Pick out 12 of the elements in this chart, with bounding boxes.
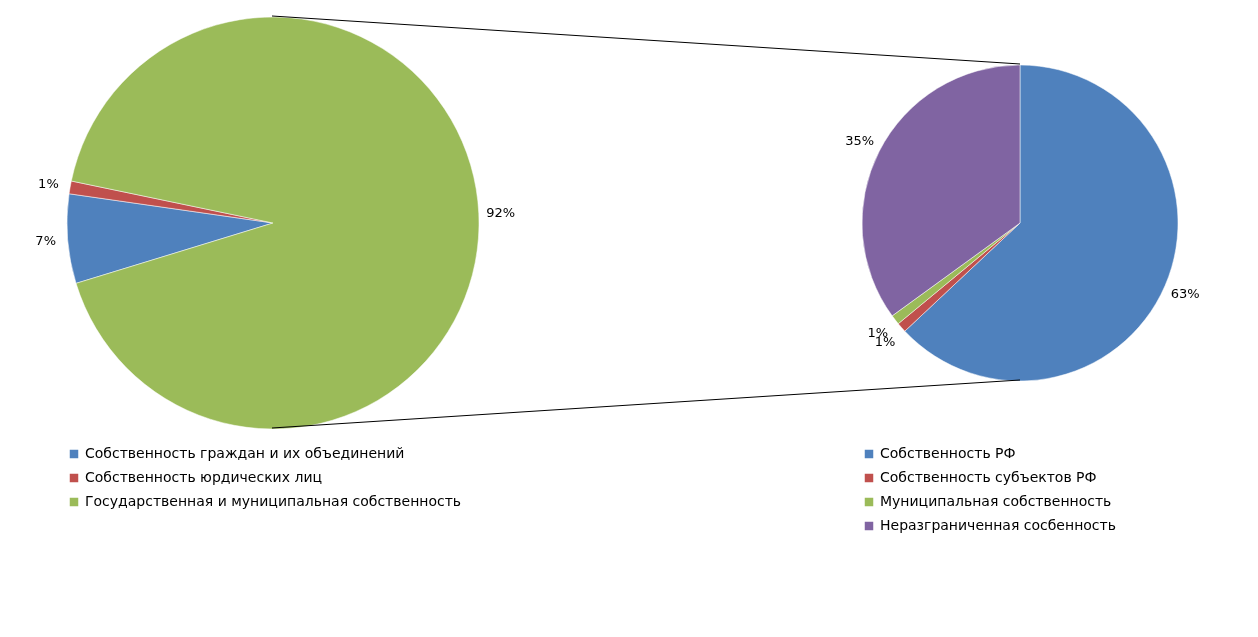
legend-label: Собственность граждан и их объединений (85, 445, 405, 461)
legend-label: Неразграниченная сосбенность (880, 517, 1116, 533)
data-label: 1% (38, 175, 59, 191)
legend-label: Собственность субъектов РФ (880, 469, 1097, 485)
legend-label: Собственность РФ (880, 445, 1016, 461)
data-label: 92% (486, 204, 516, 220)
legend-label: Собственность юрдических лиц (85, 469, 323, 485)
data-label: 63% (1170, 286, 1200, 302)
data-label: 35% (845, 133, 875, 149)
data-label: 7% (35, 232, 56, 248)
legend-label: Муниципальная собственность (880, 493, 1112, 509)
legend-label: Государственная и муниципальная собственность (85, 493, 462, 509)
